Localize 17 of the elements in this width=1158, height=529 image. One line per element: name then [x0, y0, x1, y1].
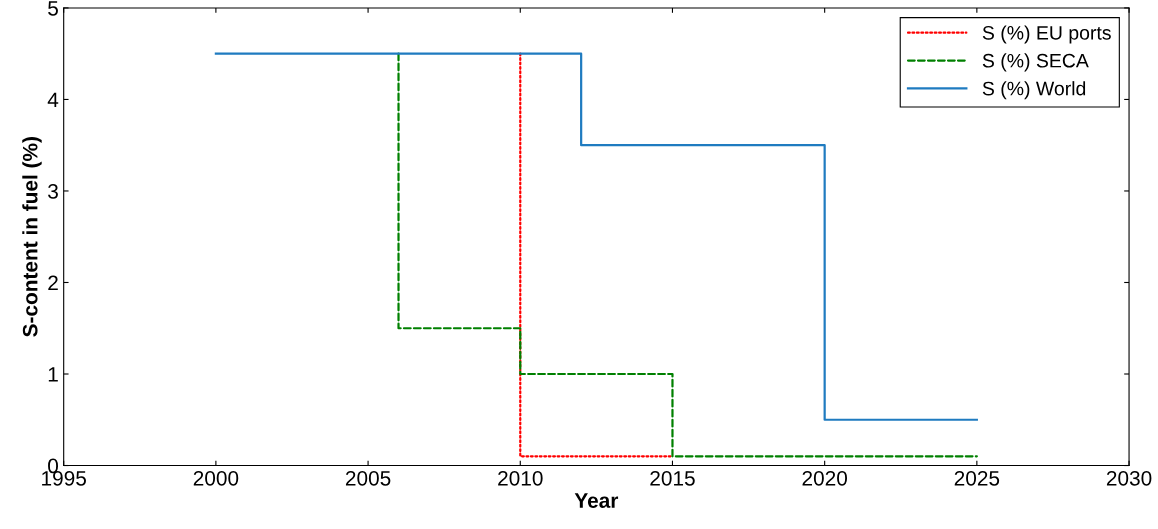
y-tick-label: 1 [48, 367, 58, 382]
x-tick-label: 2030 [1106, 470, 1152, 486]
legend-label: S (%) EU ports [982, 25, 1111, 44]
legend-label: S (%) SECA [982, 53, 1089, 72]
x-tick-label: 2010 [498, 470, 543, 486]
y-axis-title: S-content in fuel (%) [22, 137, 42, 337]
y-tick-label: 3 [48, 183, 58, 199]
x-tick-label: 2000 [193, 470, 239, 486]
legend-label: S (%) World [982, 81, 1086, 100]
x-axis-title: Year [574, 493, 619, 508]
y-tick-label: 5 [48, 1, 58, 16]
x-tick-label: 2020 [802, 470, 848, 486]
y-tick-label: 4 [47, 92, 59, 107]
x-tick-label: 2025 [954, 470, 1000, 486]
x-tick-label: 2005 [345, 470, 391, 486]
x-tick-label: 2015 [650, 470, 695, 486]
y-tick-label: 2 [48, 275, 58, 291]
